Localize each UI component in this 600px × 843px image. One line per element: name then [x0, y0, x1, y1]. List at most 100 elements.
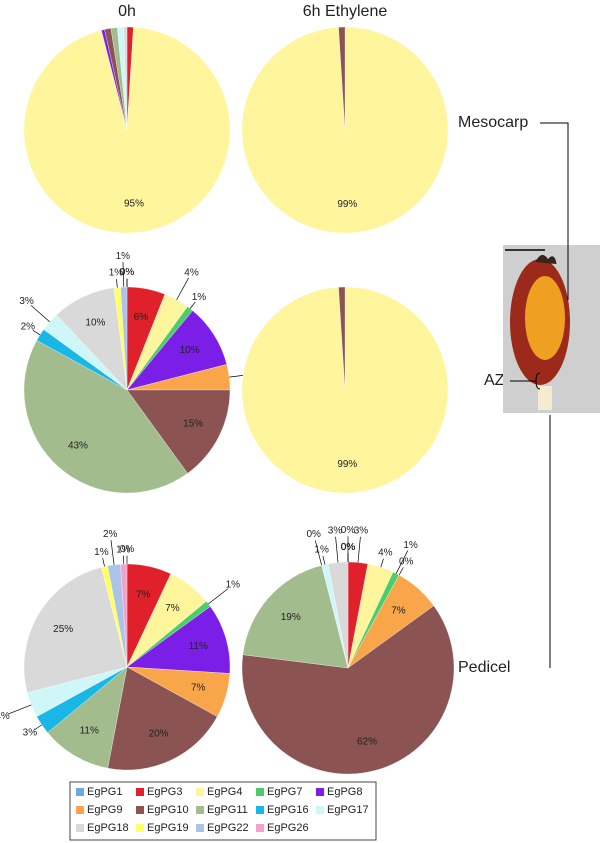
value-label: 7%: [191, 682, 206, 693]
value-label: 1%: [226, 580, 241, 591]
legend-box: [69, 781, 377, 841]
label-leader: [122, 262, 125, 288]
value-label: 62%: [357, 737, 377, 748]
value-label: 19%: [281, 612, 301, 623]
value-label: 7%: [136, 589, 151, 600]
column-header: 6h Ethylene: [303, 3, 388, 20]
label-leader: [102, 558, 105, 567]
legend-label: EgPG17: [327, 804, 369, 816]
value-label: 0%: [341, 525, 356, 536]
pie-slice: [107, 666, 218, 771]
value-label: 3%: [23, 728, 38, 739]
column-header: 0h: [118, 3, 136, 20]
label-leader: [32, 330, 41, 336]
label-leader: [110, 540, 115, 565]
label-leader: [189, 301, 196, 309]
row-label: Pedicel: [458, 659, 510, 676]
value-label: 1%: [314, 545, 329, 556]
value-label: 43%: [68, 440, 88, 451]
label-leader: [30, 305, 50, 323]
legend-label: EgPG16: [267, 804, 309, 816]
value-label: 2%: [21, 322, 36, 333]
label-leader: [314, 540, 322, 566]
label-leader: [116, 279, 118, 288]
value-label: 4%: [0, 711, 10, 722]
legend-swatch: [136, 824, 144, 832]
pie-slice: [241, 605, 455, 775]
pie-slice: [338, 286, 346, 391]
value-label: 6%: [134, 312, 149, 323]
value-label: 7%: [165, 603, 180, 614]
value-label: 10%: [180, 345, 200, 356]
legend-label: EgPG1: [87, 786, 122, 798]
pie-slice: [23, 340, 188, 494]
label-leader: [7, 704, 32, 715]
legend-label: EgPG4: [207, 786, 242, 798]
value-label: 25%: [53, 624, 73, 635]
label-leader: [335, 536, 339, 563]
value-label: 7%: [391, 605, 406, 616]
value-label: 1%: [109, 268, 124, 279]
legend-label: EgPG10: [147, 804, 189, 816]
legend-label: EgPG3: [147, 786, 182, 798]
row-label: AZ: [484, 372, 505, 389]
value-label: 0%: [307, 529, 322, 540]
value-label: 0%: [120, 267, 135, 278]
photo: [503, 245, 600, 413]
legend-label: EgPG26: [267, 822, 309, 834]
legend-swatch: [76, 788, 84, 796]
value-label: 0%: [341, 542, 356, 553]
legend-swatch: [196, 824, 204, 832]
legend-label: EgPG19: [147, 822, 189, 834]
value-label: 4%: [184, 267, 199, 278]
legend-swatch: [76, 824, 84, 832]
value-label: 15%: [183, 418, 203, 429]
label-leader: [357, 536, 361, 563]
legend-swatch: [256, 824, 264, 832]
value-label: 0%: [120, 267, 135, 278]
label-leader: [395, 550, 409, 574]
label-leader: [322, 555, 326, 565]
label-leader: [176, 277, 189, 300]
pie-slice: [126, 389, 231, 474]
pie-slice: [23, 27, 231, 234]
leader-lines: [510, 122, 569, 668]
value-label: 95%: [124, 198, 144, 209]
value-label: 0%: [399, 557, 414, 568]
legend-swatch: [136, 806, 144, 814]
value-label: 11%: [80, 725, 99, 736]
pie-slice: [123, 26, 128, 131]
value-label: 2%: [103, 529, 118, 540]
legend-label: EgPG7: [267, 786, 302, 798]
value-label: 1%: [116, 544, 131, 555]
legend-swatch: [196, 788, 204, 796]
pie-slice: [47, 666, 128, 769]
value-label: 4%: [378, 548, 393, 559]
legend-swatch: [256, 788, 264, 796]
value-label: 99%: [337, 199, 357, 210]
value-label: 20%: [149, 729, 169, 740]
value-label: 3%: [328, 525, 343, 536]
pie-slice: [338, 26, 346, 131]
value-label: 11%: [189, 641, 208, 652]
legend-label: EgPG8: [327, 786, 362, 798]
pie-slice: [242, 565, 349, 669]
value-label: 1%: [116, 251, 131, 262]
legend-label: EgPG22: [207, 822, 249, 834]
legend-swatch: [76, 806, 84, 814]
value-label: 1%: [403, 540, 418, 551]
value-label: 3%: [19, 296, 34, 307]
legend-swatch: [316, 788, 324, 796]
label-leader: [34, 724, 43, 730]
legend-label: EgPG9: [87, 804, 122, 816]
legend-swatch: [316, 806, 324, 814]
row-label: Mesocarp: [458, 114, 528, 131]
pie-slice: [126, 606, 231, 674]
legend-label: EgPG18: [87, 822, 129, 834]
legend-label: EgPG11: [207, 804, 248, 816]
legend-swatch: [136, 788, 144, 796]
pie-slice: [23, 567, 128, 693]
legend-swatch: [256, 806, 264, 814]
value-label: 99%: [337, 459, 357, 470]
